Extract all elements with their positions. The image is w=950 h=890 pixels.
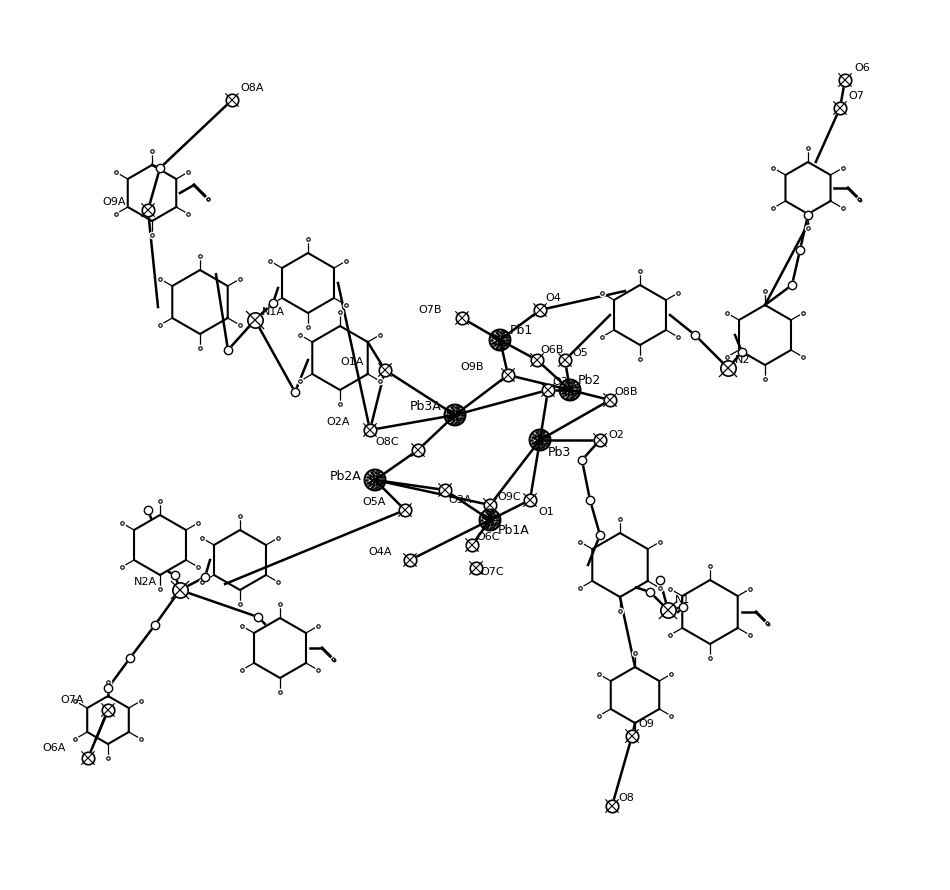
Text: O9B: O9B [460,362,484,372]
Text: Pb1: Pb1 [510,323,533,336]
Text: O7C: O7C [480,567,504,577]
Text: Pb3: Pb3 [548,446,571,458]
Text: N2: N2 [735,355,751,365]
Text: O6B: O6B [540,345,563,355]
Text: O1A: O1A [340,357,363,367]
Text: O6A: O6A [42,743,66,753]
Text: O2: O2 [608,430,624,440]
Text: O6C: O6C [476,532,500,542]
Text: O4: O4 [545,293,560,303]
Text: O8A: O8A [240,83,263,93]
Text: O3: O3 [552,377,568,387]
Text: O6: O6 [854,63,870,73]
Text: Pb3A: Pb3A [410,400,442,414]
Text: Pb2A: Pb2A [330,470,362,482]
Text: O8B: O8B [614,387,637,397]
Text: N2A: N2A [134,577,157,587]
Text: O5A: O5A [362,497,386,507]
Text: O9: O9 [638,719,654,729]
Text: O4A: O4A [368,547,391,557]
Text: N1: N1 [675,595,691,605]
Text: N1A: N1A [262,307,285,317]
Text: O7A: O7A [60,695,84,705]
Text: O1: O1 [538,507,554,517]
Text: O2A: O2A [326,417,350,427]
Text: O8C: O8C [375,437,399,447]
Text: O7B: O7B [418,305,442,315]
Text: O7: O7 [848,91,864,101]
Text: Pb2: Pb2 [578,374,601,386]
Text: O9C: O9C [497,492,521,502]
Text: O5: O5 [572,348,588,358]
Text: Pb1A: Pb1A [498,523,530,537]
Text: O8: O8 [618,793,634,803]
Text: O3A: O3A [448,495,471,505]
Text: O9A: O9A [102,197,125,207]
